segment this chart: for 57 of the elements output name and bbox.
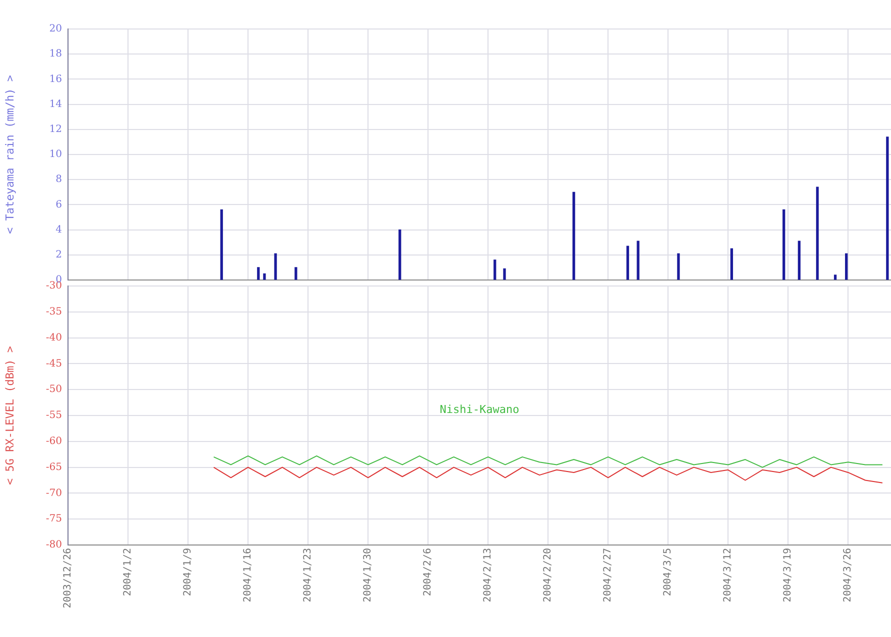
x-tick-label: 2004/1/23: [302, 548, 314, 602]
text: Nishi-Kawano: [440, 403, 520, 416]
x-tick-label: 2004/1/16: [242, 548, 254, 602]
bar: [626, 246, 630, 280]
y-tick-label: 16: [49, 74, 62, 85]
y-tick-label: -75: [46, 514, 62, 525]
bar: [677, 253, 680, 280]
bar: [503, 268, 506, 280]
y-tick-label: 12: [49, 124, 62, 135]
bar: [263, 273, 266, 280]
bar: [782, 209, 786, 280]
y-tick-label: 8: [56, 174, 62, 186]
x-tick-label: 2004/1/9: [182, 548, 194, 596]
bar: [816, 186, 819, 280]
y-tick-label: 18: [49, 48, 62, 60]
x-tick-label: 2004/2/6: [422, 548, 434, 596]
x-tick-label: 2004/1/30: [362, 548, 374, 602]
y-tick-label: -65: [46, 462, 62, 473]
y-tick-label: -60: [46, 436, 62, 447]
bar: [220, 209, 223, 280]
x-tick-label: 2004/3/12: [722, 548, 734, 602]
x-tick-label: 2003/12/26: [62, 548, 74, 608]
bar: [257, 267, 260, 280]
x-tick-label: 2004/3/19: [782, 548, 794, 602]
x-tick-label: 2004/2/13: [482, 548, 494, 602]
bar: [845, 253, 848, 280]
y-tick-label: 10: [49, 149, 62, 160]
x-tick-label: 2004/3/5: [662, 548, 674, 596]
bar: [798, 240, 801, 280]
y-tick-label: 2: [56, 249, 62, 260]
bar: [834, 274, 837, 280]
y-tick-label: 6: [56, 199, 62, 210]
y-tick-label: 20: [49, 24, 62, 35]
y-tick-label: 4: [56, 224, 62, 236]
y-tick-label: -55: [46, 410, 62, 422]
x-tick-label: 2004/3/26: [842, 548, 854, 602]
x-tick-label: 2004/2/20: [542, 548, 554, 602]
bar: [730, 248, 734, 280]
bar: [886, 136, 889, 280]
y-axis-title: < Tateyama rain (mm/h) >: [3, 74, 16, 234]
bar: [294, 267, 298, 280]
bar: [636, 240, 640, 280]
y-tick-label: -30: [46, 280, 62, 292]
y-tick-label: -50: [46, 384, 62, 396]
bar: [274, 253, 277, 280]
y-tick-label: -80: [46, 540, 62, 551]
y-tick-label: -70: [46, 488, 62, 499]
y-tick-label: -40: [46, 332, 62, 344]
bar: [494, 260, 496, 280]
y-axis-title: < 5G RX-LEVEL (dBm) >: [3, 346, 16, 486]
x-tick-label: 2004/2/27: [602, 548, 614, 602]
bar: [572, 192, 576, 280]
y-tick-label: 14: [49, 98, 62, 110]
bar: [398, 229, 402, 280]
y-tick-label: -35: [46, 306, 62, 318]
x-tick-label: 2004/1/2: [122, 548, 134, 596]
y-tick-label: -45: [46, 358, 62, 370]
